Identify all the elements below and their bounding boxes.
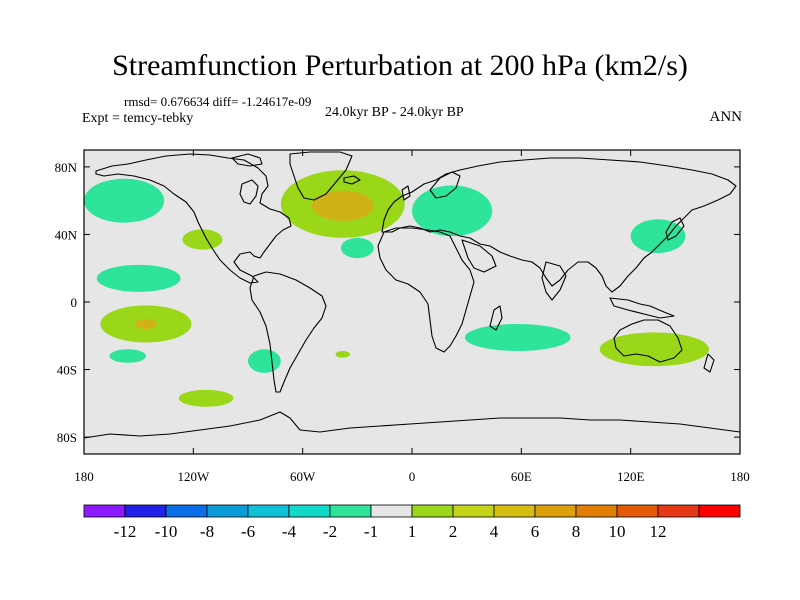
coast-antarctica [84, 411, 740, 439]
colorbar-swatch [247, 504, 290, 518]
lon-tick-label: 0 [409, 469, 416, 484]
lat-tick-label: 40N [55, 227, 78, 242]
colorbar-swatch [698, 504, 741, 518]
colorbar-swatch [657, 504, 700, 518]
colorbar-swatch [329, 504, 372, 518]
longitude-axis: 180 120W 60W 0 60E 120E 180 [74, 150, 750, 484]
anomaly-indian-ocean-negative [464, 323, 571, 351]
season-label: ANN [709, 109, 743, 125]
anomaly-north-atlantic-core [311, 190, 374, 221]
colorbar-label: 6 [531, 522, 540, 541]
colorbar-swatch [534, 504, 577, 518]
coast-arabia [461, 239, 497, 273]
coastlines [84, 151, 740, 439]
colorbar-label: -1 [364, 522, 378, 541]
colorbar-swatch [370, 504, 413, 518]
lon-tick-label: 60E [511, 469, 532, 484]
coast-madagascar [489, 305, 503, 331]
colorbar-label: -4 [282, 522, 297, 541]
lon-tick-label: 180 [730, 469, 750, 484]
anomaly-south-pacific-core [135, 318, 157, 330]
lat-tick-label: 80N [55, 160, 78, 175]
colorbar-swatch [83, 504, 126, 518]
lat-tick-label: 80S [57, 430, 77, 445]
colorbar-swatch [124, 504, 167, 518]
lon-tick-label: 60W [290, 469, 316, 484]
anomaly-central-atlantic-negative [340, 237, 374, 259]
latitude-axis: 80N 40N 0 40S 80S [55, 160, 740, 445]
colorbar-swatch [411, 504, 454, 518]
colorbar-swatch [165, 504, 208, 518]
coast-africa [377, 227, 475, 353]
experiment-label: Expt = temcy-tebky [82, 111, 194, 126]
colorbar-label: 12 [650, 522, 667, 541]
colorbar-label: 4 [490, 522, 499, 541]
coast-hudson-bay [239, 179, 259, 205]
lat-tick-label: 40S [57, 363, 77, 378]
anomaly-japan-negative [630, 219, 686, 254]
colorbar-label: -8 [200, 522, 214, 541]
coast-japan [665, 217, 685, 241]
colorbar-label: -2 [323, 522, 337, 541]
colorbar-label: 2 [449, 522, 458, 541]
coast-eurasia [381, 157, 737, 293]
coast-north-america [95, 153, 292, 284]
lon-tick-label: 180 [74, 469, 94, 484]
anomaly-layer [84, 170, 710, 407]
colorbar-label: -6 [241, 522, 255, 541]
colorbar-swatch [616, 504, 659, 518]
colorbar-swatch [575, 504, 618, 518]
coast-indonesia [609, 297, 675, 319]
colorbar-label: 1 [408, 522, 417, 541]
coast-south-america [249, 271, 327, 393]
coast-new-zealand [703, 353, 715, 373]
colorbar: -12 -10 -8 -6 -4 -2 -1 1 2 4 6 8 10 12 [83, 504, 741, 541]
anomaly-tropical-pacific-negative [96, 264, 181, 292]
anomaly-southeast-pacific-negative [109, 349, 146, 363]
colorbar-swatch [206, 504, 249, 518]
colorbar-swatch [288, 504, 331, 518]
anomaly-southern-ocean-positive [178, 389, 234, 407]
anomaly-europe-negative [412, 185, 493, 237]
colorbar-label: 8 [572, 522, 581, 541]
lon-tick-label: 120W [177, 469, 210, 484]
colorbar-label: -12 [114, 522, 137, 541]
colorbar-swatch [452, 504, 495, 518]
colorbar-label: 10 [609, 522, 626, 541]
period-label: 24.0kyr BP - 24.0kyr BP [325, 105, 464, 120]
coast-arctic-islands [231, 153, 263, 167]
colorbar-swatch [493, 504, 536, 518]
coast-iceland [343, 175, 361, 185]
colorbar-label: -10 [155, 522, 178, 541]
coast-british-isles [401, 185, 411, 201]
coast-india [541, 261, 567, 301]
coast-australia [613, 319, 683, 363]
anomaly-south-atlantic-positive [335, 350, 351, 358]
lon-tick-label: 120E [617, 469, 645, 484]
anomaly-southeast-pacific-negative-2 [248, 349, 281, 373]
lat-tick-label: 0 [71, 295, 78, 310]
anomaly-northeast-pacific-positive [182, 229, 223, 250]
plot-title: Streamfunction Perturbation at 200 hPa (… [112, 49, 688, 82]
coast-greenland [289, 151, 353, 201]
coast-scandinavia [429, 171, 461, 199]
stats-label: rmsd= 0.676634 diff= -1.24617e-09 [124, 94, 312, 109]
anomaly-australia-positive [599, 332, 710, 367]
map-background [84, 150, 740, 454]
anomaly-north-pacific-negative [84, 178, 165, 223]
